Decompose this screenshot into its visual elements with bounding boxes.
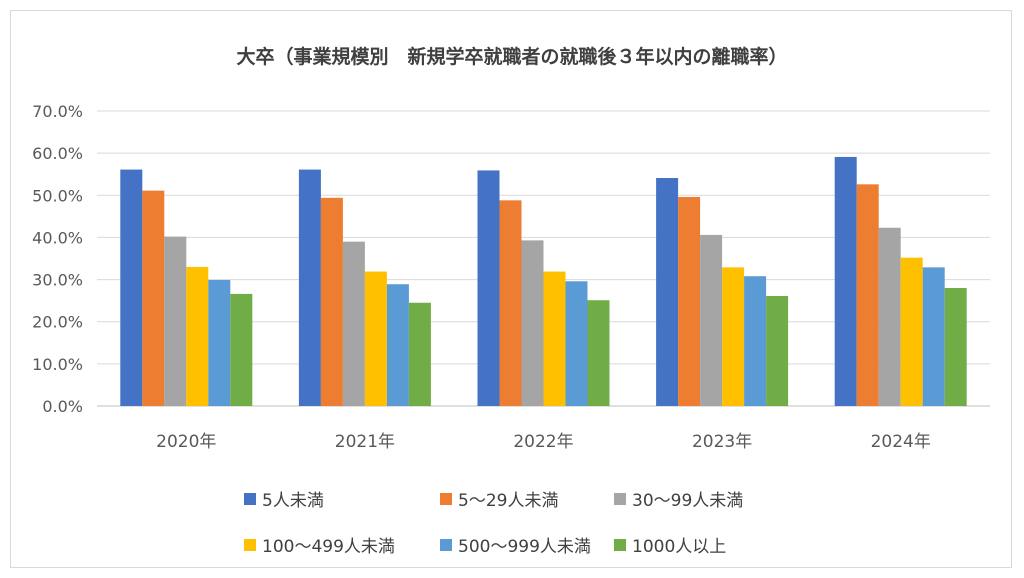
x-tick-label: 2021年 [335, 432, 395, 452]
bar [320, 197, 343, 406]
bar [656, 178, 679, 406]
bar [342, 241, 365, 406]
bar [565, 281, 588, 406]
x-tick-label: 2024年 [871, 432, 931, 452]
legend-label: 500～999人未満 [458, 537, 591, 557]
legend-label: 5人未満 [262, 491, 324, 511]
bar [142, 190, 165, 406]
bar [521, 240, 544, 406]
y-tick-label: 10.0% [32, 355, 83, 374]
bar [477, 170, 500, 406]
bar [744, 276, 767, 406]
legend-label: 5～29人未満 [458, 491, 559, 511]
x-tick-label: 2020年 [156, 432, 216, 452]
legend-item: 5～29人未満 [440, 486, 558, 511]
y-tick-label: 30.0% [32, 271, 83, 290]
x-tick-label: 2023年 [692, 432, 752, 452]
x-axis-ticks: 2020年 2021年 2022年 2023年 2024年 [156, 432, 931, 452]
chart-title: 大卒（事業規模別 新規学卒就職者の就職後３年以内の離職率） [236, 45, 787, 68]
bar [722, 267, 745, 406]
bar [900, 257, 923, 406]
y-tick-label: 60.0% [32, 144, 83, 163]
legend-swatch [244, 492, 256, 505]
legend-item: 1000人以上 [614, 532, 726, 557]
bar [186, 266, 209, 406]
bar [766, 296, 789, 406]
bars [120, 156, 967, 406]
bar [922, 267, 945, 406]
legend-label: 1000人以上 [632, 537, 727, 557]
legend-item: 30～99人未満 [614, 486, 743, 511]
bar [386, 284, 409, 406]
legend-label: 100～499人未満 [262, 537, 395, 557]
y-tick-label: 70.0% [32, 102, 83, 121]
bar [164, 236, 187, 406]
y-axis-ticks: 0.0% 10.0% 20.0% 30.0% 40.0% 50.0% 60.0% 70.0% [32, 102, 83, 416]
bar [208, 279, 231, 406]
bar [587, 300, 610, 406]
legend-swatch [614, 492, 626, 505]
legend-swatch [440, 492, 452, 505]
y-tick-label: 20.0% [32, 313, 83, 332]
bar [364, 271, 387, 406]
legend-swatch [244, 538, 256, 551]
bar [700, 234, 723, 406]
legend: 5人未満 5～29人未満 30～99人未満 100～499人未満 500～999人未満 1… [244, 486, 864, 566]
bar [408, 302, 431, 406]
bar [499, 200, 522, 406]
y-tick-label: 40.0% [32, 228, 83, 247]
legend-label: 30～99人未満 [632, 491, 744, 511]
legend-item: 5人未満 [244, 486, 324, 511]
bar [944, 288, 967, 406]
legend-item: 100～499人未満 [244, 532, 395, 557]
bar [856, 184, 879, 406]
bar [678, 196, 701, 406]
x-tick-label: 2022年 [513, 432, 573, 452]
bar [878, 227, 901, 406]
y-tick-label: 0.0% [42, 397, 83, 416]
bar [230, 293, 253, 406]
bar [834, 156, 857, 406]
bar [298, 169, 321, 406]
legend-item: 500～999人未満 [440, 532, 591, 557]
bar [120, 169, 143, 406]
y-tick-label: 50.0% [32, 186, 83, 205]
legend-swatch [440, 538, 452, 551]
legend-swatch [614, 538, 626, 551]
bar [543, 271, 566, 406]
